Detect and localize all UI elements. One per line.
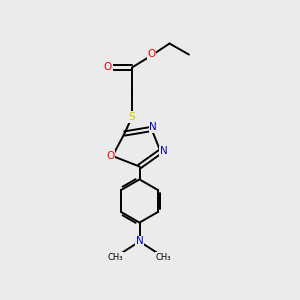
Text: N: N: [136, 236, 143, 247]
Text: CH₃: CH₃: [156, 253, 171, 262]
Text: CH₃: CH₃: [108, 253, 123, 262]
Text: N: N: [149, 122, 157, 133]
Text: O: O: [104, 62, 112, 73]
Text: O: O: [106, 151, 114, 161]
Text: N: N: [160, 146, 167, 157]
Text: S: S: [129, 112, 135, 122]
Text: O: O: [147, 49, 156, 59]
